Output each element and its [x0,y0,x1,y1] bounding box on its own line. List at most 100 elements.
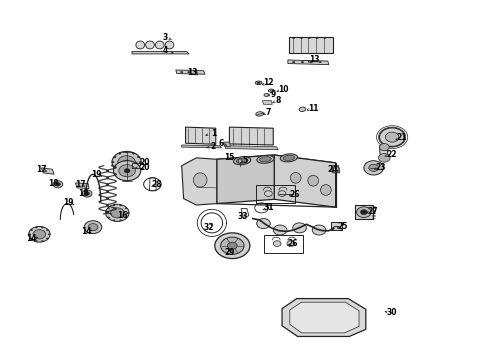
Ellipse shape [233,157,251,165]
Text: 32: 32 [204,222,214,231]
Ellipse shape [139,161,142,163]
Ellipse shape [114,166,116,168]
Circle shape [312,225,326,235]
Polygon shape [176,70,205,74]
Text: 25: 25 [337,222,347,231]
Ellipse shape [132,153,135,154]
Circle shape [293,223,306,233]
Circle shape [357,207,371,217]
Text: 16: 16 [117,211,127,220]
Circle shape [118,156,135,168]
Ellipse shape [46,238,48,239]
Ellipse shape [120,220,122,221]
Circle shape [124,168,130,173]
Polygon shape [355,205,373,219]
Text: 4: 4 [163,46,168,55]
Ellipse shape [320,185,331,195]
Ellipse shape [319,62,321,63]
Text: 26: 26 [288,239,298,248]
Polygon shape [182,158,217,205]
Text: 14: 14 [81,227,92,236]
Circle shape [385,132,399,142]
Ellipse shape [125,171,128,173]
Circle shape [29,226,50,242]
Circle shape [111,208,124,218]
Ellipse shape [283,155,294,161]
Ellipse shape [238,159,242,163]
Circle shape [379,144,389,151]
Ellipse shape [108,208,110,209]
Ellipse shape [113,205,115,206]
Ellipse shape [316,37,318,39]
Polygon shape [223,142,230,147]
Polygon shape [186,127,216,144]
Text: 31: 31 [263,203,273,212]
Ellipse shape [308,175,319,186]
Ellipse shape [257,82,260,84]
Text: 20: 20 [139,158,150,167]
Ellipse shape [155,41,164,49]
Text: 21: 21 [396,133,407,142]
Ellipse shape [106,212,108,213]
Circle shape [278,191,286,197]
Ellipse shape [180,71,183,73]
Ellipse shape [132,170,135,171]
Circle shape [265,191,272,197]
Ellipse shape [146,41,154,49]
Ellipse shape [308,37,311,39]
Text: 27: 27 [368,207,378,216]
Text: 18: 18 [48,179,58,188]
Polygon shape [289,37,333,53]
Text: 13: 13 [187,68,197,77]
Circle shape [53,181,63,188]
Text: 18: 18 [78,189,89,198]
Polygon shape [274,155,336,207]
Polygon shape [225,146,278,150]
Text: 30: 30 [387,309,397,318]
Text: 33: 33 [238,212,248,221]
Ellipse shape [293,37,295,39]
Circle shape [33,230,46,239]
Ellipse shape [324,37,326,39]
Ellipse shape [119,170,121,171]
Ellipse shape [137,157,140,158]
Ellipse shape [165,41,174,49]
Ellipse shape [255,81,262,85]
Ellipse shape [290,172,301,183]
Polygon shape [331,222,343,230]
Ellipse shape [42,227,44,228]
Circle shape [361,210,368,215]
Ellipse shape [125,208,127,209]
Circle shape [84,221,102,234]
Ellipse shape [310,62,313,63]
Text: 19: 19 [63,198,74,207]
Polygon shape [288,60,329,64]
Ellipse shape [293,62,295,63]
Polygon shape [41,168,54,174]
Ellipse shape [300,37,303,39]
Circle shape [273,225,287,235]
Text: 17: 17 [75,180,86,189]
Ellipse shape [236,158,248,163]
Circle shape [88,224,98,231]
Text: 10: 10 [278,85,288,94]
Ellipse shape [114,157,116,158]
Text: 26: 26 [290,190,300,199]
Circle shape [114,161,141,181]
Polygon shape [182,145,221,148]
Text: 7: 7 [266,108,271,117]
Polygon shape [379,146,388,160]
Polygon shape [217,155,274,203]
Ellipse shape [125,152,128,153]
Ellipse shape [120,205,122,206]
Ellipse shape [30,230,32,231]
Ellipse shape [108,217,110,218]
Ellipse shape [188,71,190,73]
Circle shape [82,190,92,197]
Circle shape [85,192,90,195]
Ellipse shape [29,234,30,235]
Ellipse shape [269,89,274,92]
Polygon shape [263,101,272,104]
Bar [256,185,294,203]
Text: 22: 22 [386,150,396,159]
